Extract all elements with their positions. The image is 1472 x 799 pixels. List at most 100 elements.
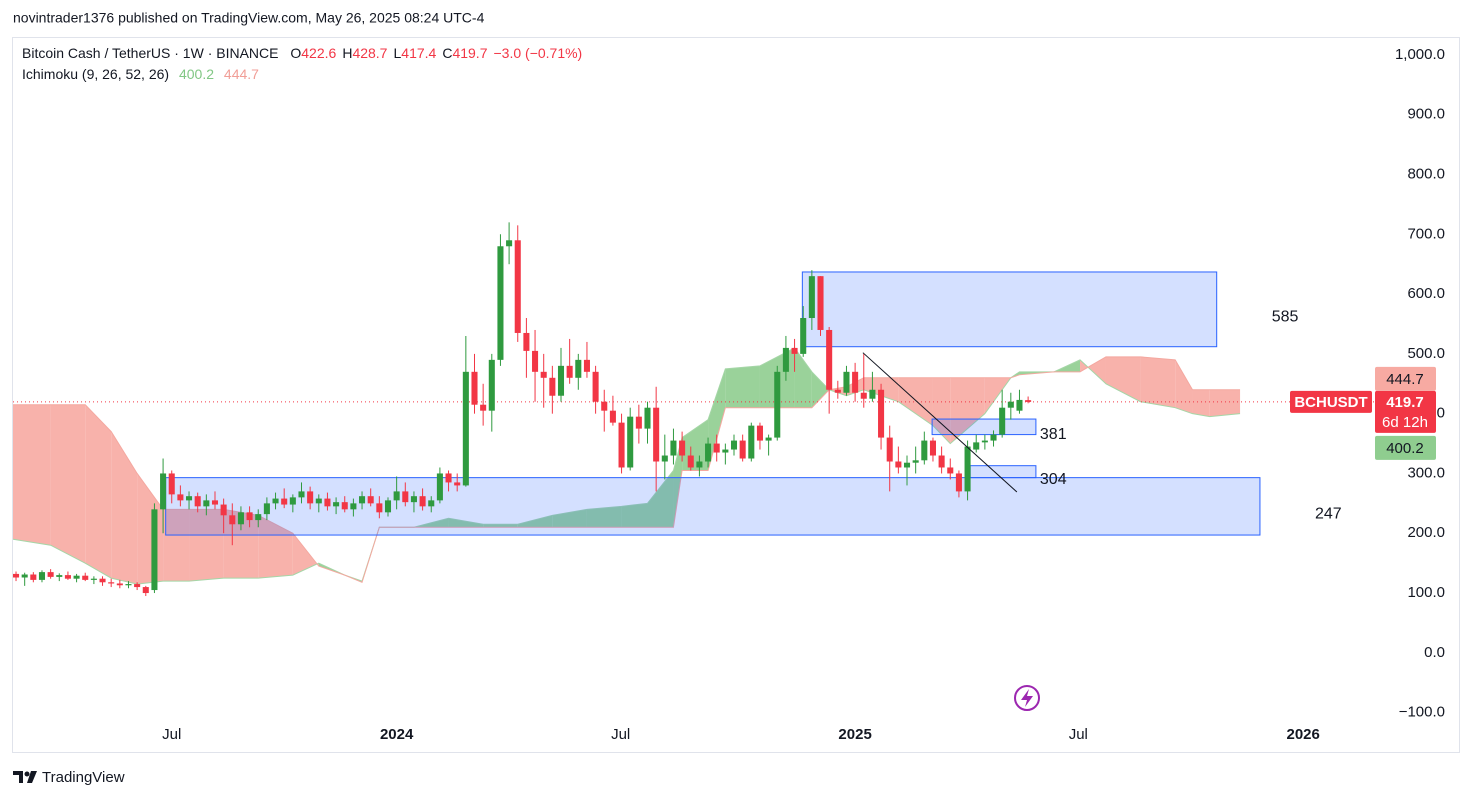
candle-body [142, 587, 149, 594]
candle-body [64, 575, 71, 579]
zone-box [801, 271, 1218, 348]
candle-body [471, 371, 478, 405]
cloud-fill [552, 509, 587, 528]
candle-body [350, 503, 357, 510]
cloud-fill [137, 473, 164, 585]
candle-body [151, 509, 158, 591]
candle-body [194, 496, 201, 507]
candle-body [644, 407, 651, 429]
candle-body [255, 514, 262, 521]
cloud-fill [621, 503, 648, 528]
cloud-fill [448, 518, 484, 528]
candle-body [56, 575, 63, 577]
candle-body [938, 455, 945, 468]
logo-mark [13, 771, 23, 783]
symbol: Bitcoin Cash / TetherUS · 1W · BINANCE [22, 45, 278, 61]
candle-body [229, 515, 236, 525]
candle-body [635, 416, 642, 429]
candle-body [462, 371, 469, 486]
candle-body [808, 276, 815, 319]
ticker-label: BCHUSDT [1294, 394, 1367, 411]
candle-body [852, 371, 859, 393]
candle-body [878, 389, 885, 438]
cloud-fill [1080, 356, 1106, 384]
candle-body [272, 498, 279, 504]
candle-body [402, 491, 409, 503]
candle-body [540, 371, 547, 378]
candle-body [774, 371, 781, 438]
alert-bolt[interactable] [1021, 689, 1033, 707]
candle-body [289, 497, 296, 505]
candle-body [211, 500, 219, 505]
y-tick-label: 700.0 [1407, 225, 1445, 242]
ohlc-key: C [442, 45, 452, 61]
candle-body [393, 491, 400, 501]
candle-body [756, 425, 763, 441]
logo-dot [24, 771, 30, 777]
y-tick-label: 100.0 [1407, 584, 1445, 601]
y-tick-label: 600.0 [1407, 285, 1445, 302]
candle-body [281, 498, 288, 505]
candle-body [627, 416, 634, 468]
cloud-fill [682, 419, 709, 471]
span-b-value: 444.7 [224, 66, 259, 82]
candle-body [514, 240, 521, 333]
candle-body [869, 389, 876, 399]
candle-body [263, 503, 270, 515]
cloud-fill [111, 431, 138, 585]
candle-body [333, 502, 340, 507]
candle-body [575, 359, 582, 378]
candle-body [30, 574, 37, 580]
candle-body [653, 407, 660, 462]
candle-body [454, 482, 461, 486]
candle-body [843, 371, 850, 393]
cloud-fill [163, 509, 190, 582]
countdown-label: 6d 12h [1382, 414, 1428, 431]
ohlc-key: L [393, 45, 401, 61]
cloud-line [13, 347, 1241, 585]
x-tick-label: 2026 [1287, 726, 1320, 743]
candle-body [445, 473, 452, 483]
candle-body [609, 410, 616, 423]
candle-body [134, 584, 141, 588]
zone-box [969, 465, 1037, 479]
ohlc-change: −3.0 (−0.71%) [494, 45, 583, 61]
ohlc-key: O [290, 45, 301, 61]
candle-body [186, 496, 193, 501]
candle-body [21, 574, 28, 578]
alert-icon[interactable] [1014, 685, 1040, 711]
candle-body [679, 440, 686, 456]
cloud-fill [50, 404, 86, 564]
candle-body [826, 329, 833, 390]
y-tick-label: 300.0 [1407, 464, 1445, 481]
candle-body [929, 440, 936, 456]
candle-body [999, 407, 1006, 435]
logo-mark [27, 771, 37, 783]
cloud-fill [586, 506, 622, 528]
candle-body [506, 240, 513, 247]
candle-body [367, 496, 374, 504]
candle-body [895, 461, 902, 468]
candle-body [73, 575, 80, 579]
candle-body [488, 359, 495, 411]
candle-body [549, 377, 556, 396]
candle-body [834, 389, 841, 393]
price-tag-label: 419.7 [1386, 394, 1424, 411]
candle-body [341, 502, 348, 510]
candle-body [817, 276, 824, 330]
y-tick-label: −100.0 [1399, 704, 1445, 721]
candle-body [713, 443, 720, 453]
time-axis: Jul 2024 Jul 2025 Jul 2026 [162, 726, 1320, 743]
x-tick-label: Jul [1069, 726, 1088, 743]
candle-body [1025, 400, 1032, 402]
price-tags: BCHUSDT 419.7 6d 12h 444.7 400.2 [1290, 366, 1436, 460]
candle-body [428, 500, 435, 507]
candle-body [687, 455, 694, 468]
candle-body [1016, 399, 1023, 411]
cloud-fill [13, 404, 51, 546]
candle-body [419, 496, 426, 507]
candle-body [246, 512, 253, 521]
candle-body [324, 498, 331, 507]
